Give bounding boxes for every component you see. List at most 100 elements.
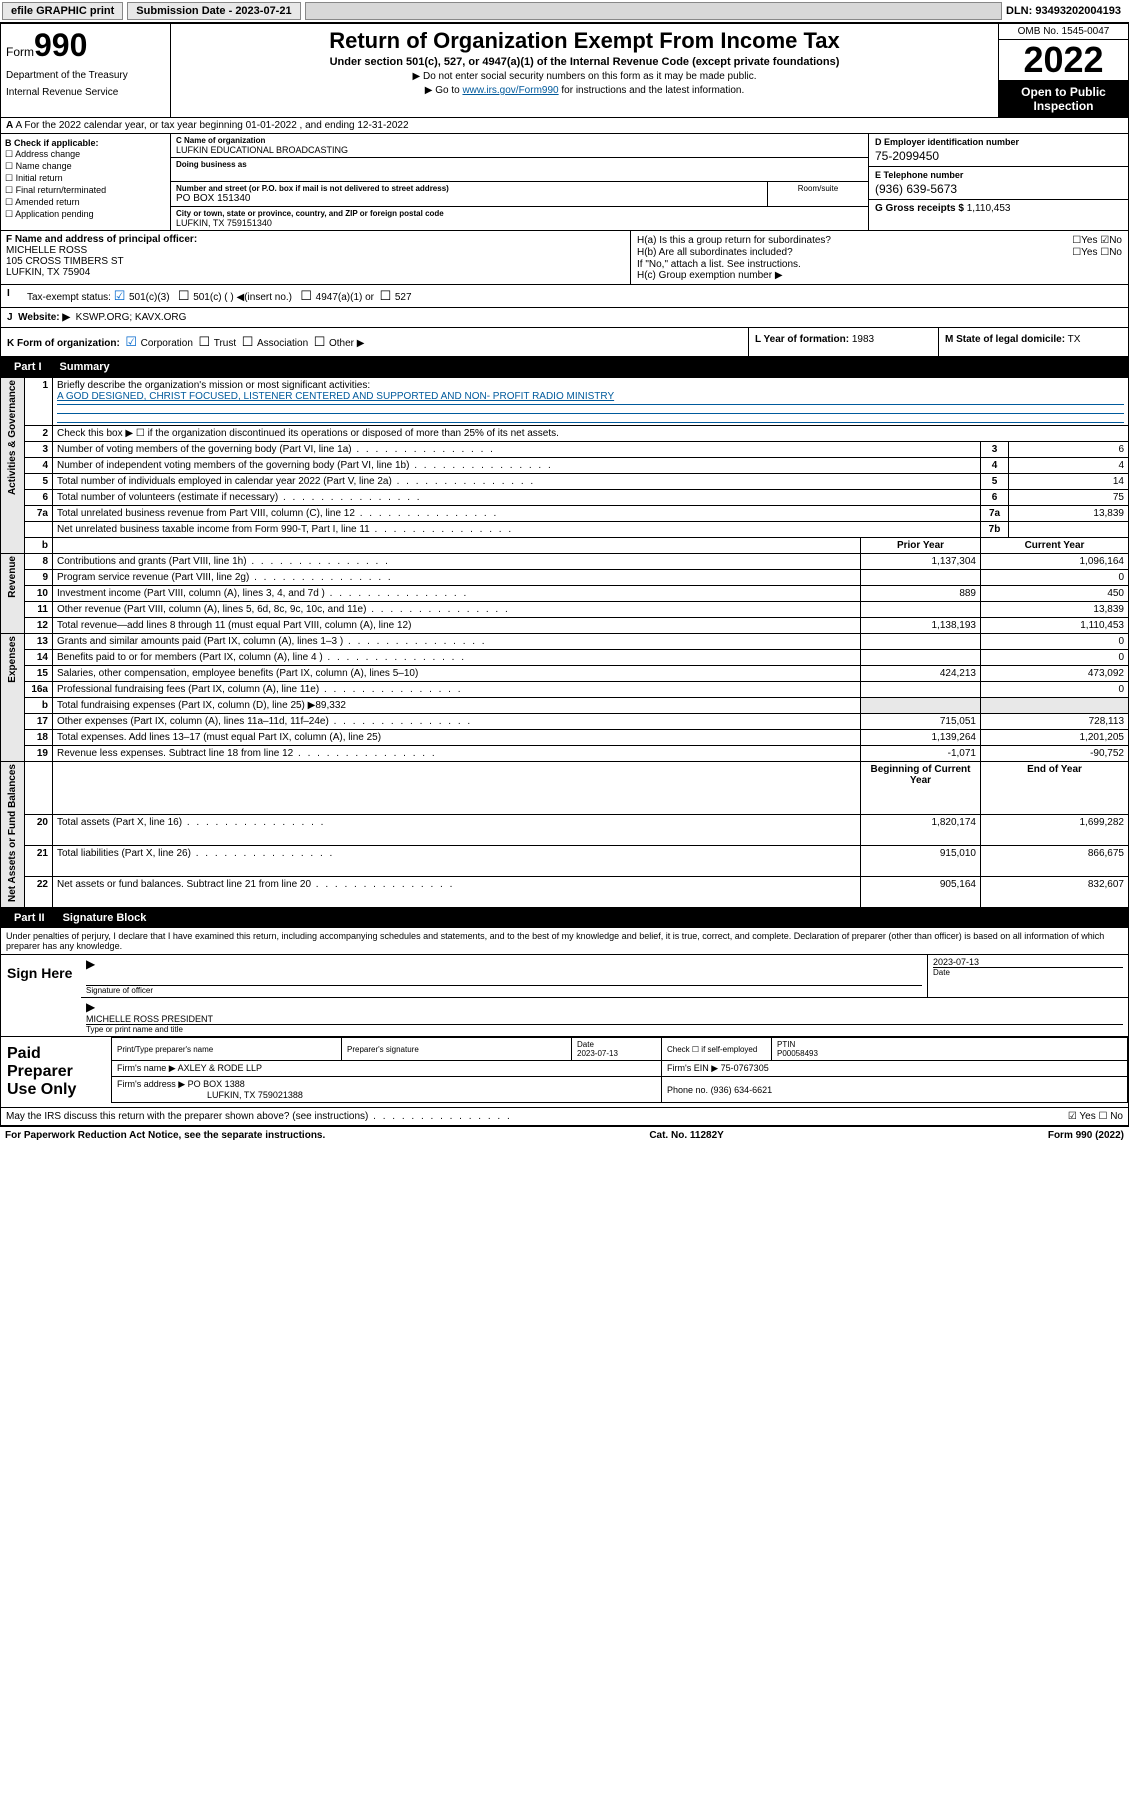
tax-year: 2022 bbox=[999, 40, 1128, 81]
footer-left: For Paperwork Reduction Act Notice, see … bbox=[5, 1130, 325, 1141]
irs-link[interactable]: www.irs.gov/Form990 bbox=[462, 85, 558, 96]
ln7b-box: 7b bbox=[981, 522, 1009, 538]
ln13-cy: 0 bbox=[981, 634, 1129, 650]
ln6-box: 6 bbox=[981, 490, 1009, 506]
ln19-n: 19 bbox=[25, 746, 53, 762]
chk-other[interactable]: Other ▶ bbox=[314, 338, 365, 349]
lnb-n: b bbox=[25, 698, 53, 714]
col-b-checkboxes: B Check if applicable: Address change Na… bbox=[1, 134, 171, 230]
ln15-cy: 473,092 bbox=[981, 666, 1129, 682]
chk-final-return[interactable]: Final return/terminated bbox=[5, 185, 166, 196]
part2-num: Part II bbox=[6, 910, 53, 926]
ln17-py: 715,051 bbox=[861, 714, 981, 730]
prep-ptin-val: P00058493 bbox=[777, 1049, 818, 1058]
chk-name-change[interactable]: Name change bbox=[5, 161, 166, 172]
m-value: TX bbox=[1068, 334, 1081, 345]
ln8-n: 8 bbox=[25, 554, 53, 570]
prep-date-val: 2023-07-13 bbox=[577, 1049, 618, 1058]
ln22-cy: 832,607 bbox=[981, 876, 1129, 907]
footer-right: Form 990 (2022) bbox=[1048, 1130, 1124, 1141]
ln21-py: 915,010 bbox=[861, 845, 981, 876]
ln3-box: 3 bbox=[981, 442, 1009, 458]
chk-501c3[interactable]: 501(c)(3) bbox=[114, 292, 170, 303]
ha-answer: ☐Yes ☑No bbox=[1072, 235, 1122, 246]
m-label: M State of legal domicile: bbox=[945, 334, 1065, 345]
ln4-n: 4 bbox=[25, 458, 53, 474]
chk-trust[interactable]: Trust bbox=[198, 338, 236, 349]
dept-treasury: Department of the Treasury bbox=[6, 70, 165, 81]
header-spacer bbox=[305, 2, 1002, 20]
chk-application-pending[interactable]: Application pending bbox=[5, 209, 166, 220]
hb-note: If "No," attach a list. See instructions… bbox=[637, 259, 1122, 270]
ln16a-d: Professional fundraising fees (Part IX, … bbox=[53, 682, 861, 698]
sig-name-value: MICHELLE ROSS PRESIDENT bbox=[86, 1014, 1123, 1024]
ln18-cy: 1,201,205 bbox=[981, 730, 1129, 746]
officer-addr1: 105 CROSS TIMBERS ST bbox=[6, 256, 124, 267]
ln14-py bbox=[861, 650, 981, 666]
firm-phone-val: (936) 634-6621 bbox=[711, 1085, 773, 1095]
org-name: LUFKIN EDUCATIONAL BROADCASTING bbox=[176, 145, 863, 155]
ln9-d: Program service revenue (Part VIII, line… bbox=[53, 570, 861, 586]
ln22-n: 22 bbox=[25, 876, 53, 907]
chk-amended-return[interactable]: Amended return bbox=[5, 197, 166, 208]
block-bcd: B Check if applicable: Address change Na… bbox=[0, 134, 1129, 231]
org-city: LUFKIN, TX 759151340 bbox=[176, 218, 863, 228]
submission-date: Submission Date - 2023-07-21 bbox=[127, 2, 300, 20]
side-net-assets: Net Assets or Fund Balances bbox=[7, 764, 18, 902]
page-footer: For Paperwork Reduction Act Notice, see … bbox=[0, 1126, 1129, 1144]
ln16a-cy: 0 bbox=[981, 682, 1129, 698]
ln3-n: 3 bbox=[25, 442, 53, 458]
firm-addr-lbl: Firm's address ▶ bbox=[117, 1079, 185, 1089]
form-note-1: ▶ Do not enter social security numbers o… bbox=[175, 71, 994, 82]
gross-receipts-label: G Gross receipts $ bbox=[875, 203, 964, 214]
chk-initial-return[interactable]: Initial return bbox=[5, 173, 166, 184]
ln22-d: Net assets or fund balances. Subtract li… bbox=[53, 876, 861, 907]
end-year-hdr: End of Year bbox=[981, 762, 1129, 815]
ln9-cy: 0 bbox=[981, 570, 1129, 586]
firm-addr-val: PO BOX 1388 bbox=[188, 1079, 245, 1089]
firm-name-val: AXLEY & RODE LLP bbox=[178, 1063, 262, 1073]
col-b-hdr: b bbox=[25, 538, 53, 554]
chk-corporation[interactable]: Corporation bbox=[125, 338, 193, 349]
officer-name: MICHELLE ROSS bbox=[6, 245, 87, 256]
prior-year-hdr: Prior Year bbox=[861, 538, 981, 554]
chk-address-change[interactable]: Address change bbox=[5, 149, 166, 160]
chk-527[interactable]: 527 bbox=[380, 292, 412, 303]
ln12-d: Total revenue—add lines 8 through 11 (mu… bbox=[53, 618, 861, 634]
ln13-d: Grants and similar amounts paid (Part IX… bbox=[53, 634, 861, 650]
chk-4947[interactable]: 4947(a)(1) or bbox=[300, 292, 374, 303]
ln12-cy: 1,110,453 bbox=[981, 618, 1129, 634]
current-year-hdr: Current Year bbox=[981, 538, 1129, 554]
paid-preparer-block: Paid Preparer Use Only Print/Type prepar… bbox=[0, 1037, 1129, 1108]
sig-date-label: Date bbox=[933, 967, 1123, 977]
ln19-cy: -90,752 bbox=[981, 746, 1129, 762]
ln20-d: Total assets (Part X, line 16) bbox=[53, 814, 861, 845]
form-year-box: OMB No. 1545-0047 2022 Open to Public In… bbox=[998, 24, 1128, 117]
ln11-py bbox=[861, 602, 981, 618]
summary-table: Activities & Governance 1 Briefly descri… bbox=[0, 377, 1129, 908]
part1-header: Part I Summary bbox=[0, 357, 1129, 377]
may-irs-q: May the IRS discuss this return with the… bbox=[6, 1111, 512, 1122]
firm-city-val: LUFKIN, TX 759021388 bbox=[207, 1090, 303, 1100]
row-i: I Tax-exempt status: 501(c)(3) 501(c) ( … bbox=[0, 285, 1129, 308]
ln16a-py bbox=[861, 682, 981, 698]
col-h-group: H(a) Is this a group return for subordin… bbox=[631, 231, 1128, 284]
form-note-2: ▶ Go to www.irs.gov/Form990 for instruct… bbox=[175, 85, 994, 96]
row-klm: K Form of organization: Corporation Trus… bbox=[0, 328, 1129, 357]
chk-association[interactable]: Association bbox=[242, 338, 308, 349]
org-name-label: C Name of organization bbox=[176, 136, 863, 145]
sig-name-label: Type or print name and title bbox=[86, 1024, 1123, 1034]
efile-print-btn[interactable]: efile GRAPHIC print bbox=[2, 2, 123, 20]
side-revenue: Revenue bbox=[7, 556, 18, 598]
lnb-cy bbox=[981, 698, 1129, 714]
block-fh: F Name and address of principal officer:… bbox=[0, 231, 1129, 285]
ln6-d: Total number of volunteers (estimate if … bbox=[53, 490, 981, 506]
col-de: D Employer identification number 75-2099… bbox=[868, 134, 1128, 230]
chk-501c[interactable]: 501(c) ( ) ◀(insert no.) bbox=[178, 292, 292, 303]
j-label: J bbox=[7, 312, 13, 323]
ln13-n: 13 bbox=[25, 634, 53, 650]
ln7a-n: 7a bbox=[25, 506, 53, 522]
ln19-py: -1,071 bbox=[861, 746, 981, 762]
ln10-d: Investment income (Part VIII, column (A)… bbox=[53, 586, 861, 602]
firm-ein-val: 75-0767305 bbox=[721, 1063, 769, 1073]
